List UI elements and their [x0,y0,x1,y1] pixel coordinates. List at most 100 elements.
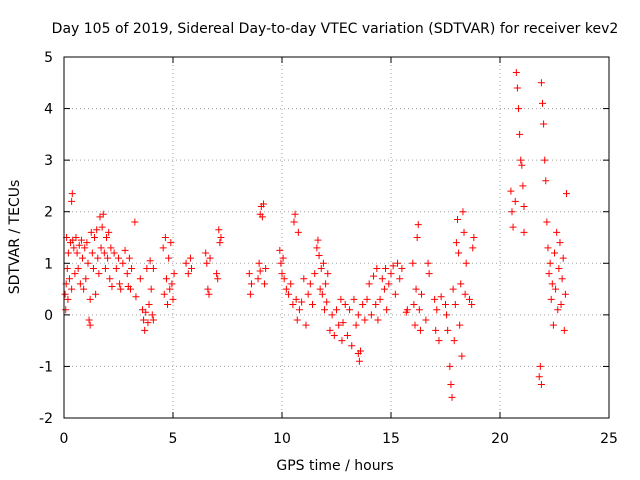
data-point [246,290,254,298]
data-point [350,295,358,303]
data-point [335,321,343,329]
data-point [112,264,120,272]
data-point [147,285,155,293]
y-tick-label: -2 [39,411,53,427]
data-point [554,306,562,314]
data-point [460,228,468,236]
data-point [321,306,329,314]
data-point [398,264,406,272]
data-point [68,197,76,205]
data-point [162,275,170,283]
data-point [512,68,520,76]
data-point [462,259,470,267]
data-point [213,270,221,278]
data-point [520,228,528,236]
data-point [107,244,115,252]
data-point [391,290,399,298]
data-point [378,275,386,283]
data-point [126,285,134,293]
data-point [469,244,477,252]
data-point [330,331,338,339]
data-point [277,259,285,267]
data-point [356,347,364,355]
data-point [202,249,210,257]
data-point [115,254,122,262]
data-point [413,234,421,241]
data-point [74,264,82,272]
data-point [282,285,290,293]
data-point [372,301,380,309]
data-point [544,244,552,252]
data-point [339,319,347,327]
data-point [322,280,330,288]
data-point [99,210,107,218]
y-tick-label: -1 [39,359,53,375]
data-point [396,275,404,283]
data-point [333,306,340,314]
data-point [204,285,212,293]
data-point [315,252,323,260]
data-point [289,301,297,309]
data-point [72,234,80,241]
x-axis-title: GPS time / hours [276,458,393,474]
data-point [81,244,89,252]
data-point [144,319,152,327]
data-point [88,249,96,257]
data-point [380,285,388,293]
data-point [84,259,92,267]
y-tick-label: 5 [44,50,53,66]
data-point [92,290,100,298]
data-point [363,295,371,303]
data-point [545,270,553,278]
data-point [359,301,367,309]
data-point [259,200,267,208]
data-point [298,298,306,306]
data-point [422,316,430,324]
data-point [541,156,549,164]
data-point [254,275,262,283]
data-point [106,275,114,283]
data-point [116,280,124,288]
data-point [149,264,157,272]
data-point [101,264,109,272]
data-point [73,249,81,257]
data-point [341,301,349,309]
data-point [556,239,564,247]
x-tick-label: 15 [382,431,400,447]
data-point [370,272,378,280]
data-point [85,316,93,324]
data-point [319,259,327,267]
data-point [188,264,196,272]
data-point [68,285,76,293]
data-point [376,295,384,303]
data-point [290,218,298,226]
data-point [91,234,99,241]
data-point [437,293,445,301]
data-point [61,290,69,298]
data-point [279,254,287,262]
data-point [168,280,176,288]
data-point [461,290,469,298]
data-point [444,326,452,334]
data-point [86,295,94,303]
data-point [304,290,312,298]
data-point [79,254,87,262]
data-point [433,306,441,314]
data-point [465,295,473,303]
data-point [140,316,148,324]
data-point [306,280,314,288]
data-point [105,228,113,236]
data-point [425,270,433,278]
data-point [551,249,558,257]
data-point [537,380,545,388]
data-point [442,301,449,309]
data-point [508,208,516,216]
data-point [536,362,544,370]
y-tick-label: 0 [44,308,53,324]
data-point [323,298,331,306]
data-point [77,236,85,244]
data-point [256,267,264,275]
data-point [142,308,150,316]
data-point [159,244,167,252]
data-point [131,218,139,226]
